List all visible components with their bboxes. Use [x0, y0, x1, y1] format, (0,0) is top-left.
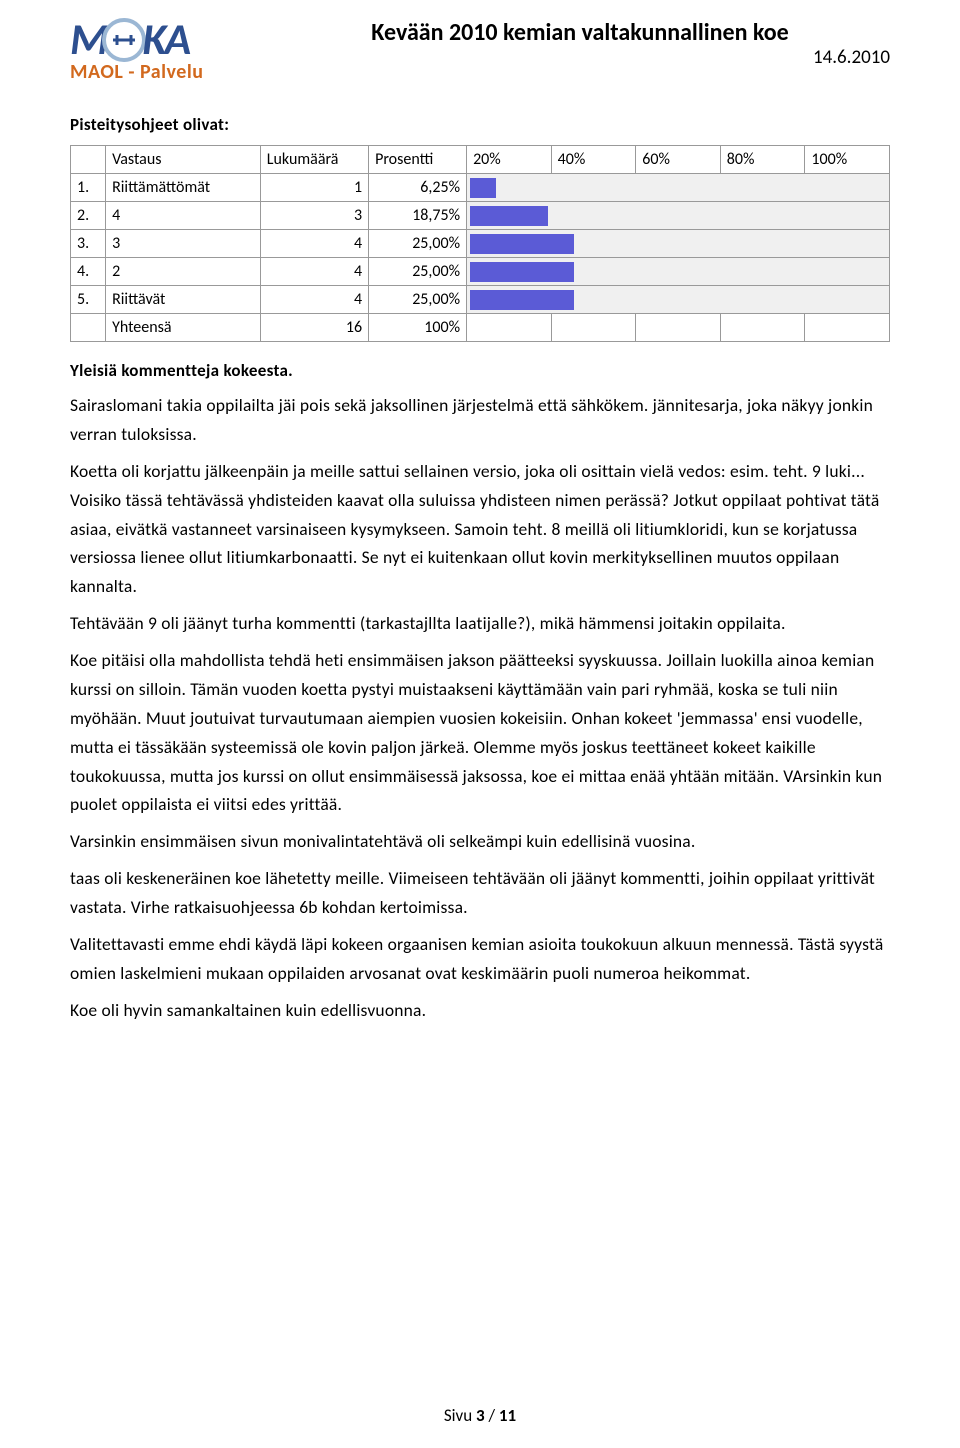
row-index: 4.	[71, 258, 106, 286]
logo-oval-icon	[102, 18, 146, 62]
table-row: 3.3425,00%	[71, 230, 890, 258]
comment-paragraph: Koe oli hyvin samankaltainen kuin edelli…	[70, 996, 890, 1025]
col-80: 80%	[720, 146, 805, 174]
bar-fill	[470, 262, 574, 282]
logo-top: M KA	[70, 18, 260, 62]
logo-letter-m: M	[70, 20, 106, 60]
row-percent: 25,00%	[369, 230, 467, 258]
col-percent: Prosentti	[369, 146, 467, 174]
row-index: 3.	[71, 230, 106, 258]
total-count: 16	[260, 314, 368, 342]
comments-heading: Yleisiä kommentteja kokeesta.	[70, 360, 890, 381]
row-label: 2	[106, 258, 261, 286]
row-percent: 25,00%	[369, 286, 467, 314]
row-label: 4	[106, 202, 261, 230]
row-bar-cell	[467, 202, 890, 230]
comment-paragraph: Tehtävään 9 oli jäänyt turha kommentti (…	[70, 609, 890, 638]
table-row: 4.2425,00%	[71, 258, 890, 286]
col-100: 100%	[805, 146, 890, 174]
table-row: 5.Riittävät425,00%	[71, 286, 890, 314]
table-body: 1.Riittämättömät16,25%2.4318,75%3.3425,0…	[71, 174, 890, 342]
total-percent: 100%	[369, 314, 467, 342]
comment-paragraph: Varsinkin ensimmäisen sivun monivalintat…	[70, 827, 890, 856]
bar-fill	[470, 234, 574, 254]
col-response: Vastaus	[106, 146, 261, 174]
row-bar-cell	[467, 174, 890, 202]
total-empty	[636, 314, 721, 342]
col-blank	[71, 146, 106, 174]
row-count: 4	[260, 230, 368, 258]
table-row: 2.4318,75%	[71, 202, 890, 230]
row-label: Riittävät	[106, 286, 261, 314]
table-total-row: Yhteensä16100%	[71, 314, 890, 342]
page-footer: Sivu 3 / 11	[0, 1405, 960, 1426]
table-header: Vastaus Lukumäärä Prosentti 20% 40% 60% …	[71, 146, 890, 174]
page-header: M KA MAOL - Palvelu Kevään 2010 kemian v…	[70, 18, 890, 96]
row-count: 4	[260, 258, 368, 286]
row-label: Riittämättömät	[106, 174, 261, 202]
row-index: 1.	[71, 174, 106, 202]
footer-sep: /	[485, 1405, 499, 1426]
comment-paragraph: taas oli keskeneräinen koe lähetetty mei…	[70, 864, 890, 922]
row-bar-cell	[467, 230, 890, 258]
row-count: 3	[260, 202, 368, 230]
footer-label: Sivu	[444, 1405, 476, 1426]
row-bar-cell	[467, 258, 890, 286]
col-count: Lukumäärä	[260, 146, 368, 174]
scoring-heading: Pisteitysohjeet olivat:	[70, 114, 890, 135]
logo-subtitle: MAOL - Palvelu	[70, 60, 260, 84]
footer-total: 11	[499, 1405, 516, 1426]
logo: M KA MAOL - Palvelu	[70, 18, 260, 96]
col-20: 20%	[467, 146, 552, 174]
document-date: 14.6.2010	[813, 46, 890, 69]
comment-paragraph: Sairaslomani takia oppilailta jäi pois s…	[70, 391, 890, 449]
col-60: 60%	[636, 146, 721, 174]
document-title: Kevään 2010 kemian valtakunnallinen koe	[371, 18, 788, 47]
table-row: 1.Riittämättömät16,25%	[71, 174, 890, 202]
bar-fill	[470, 178, 496, 198]
row-count: 1	[260, 174, 368, 202]
logo-letters-ka: KA	[142, 20, 189, 60]
row-bar-cell	[467, 286, 890, 314]
total-empty	[467, 314, 552, 342]
total-empty	[805, 314, 890, 342]
col-40: 40%	[551, 146, 636, 174]
footer-page: 3	[476, 1405, 485, 1426]
table-header-row: Vastaus Lukumäärä Prosentti 20% 40% 60% …	[71, 146, 890, 174]
total-empty	[551, 314, 636, 342]
row-index: 2.	[71, 202, 106, 230]
row-count: 4	[260, 286, 368, 314]
comment-paragraph: Koetta oli korjattu jälkeenpäin ja meill…	[70, 457, 890, 601]
total-blank	[71, 314, 106, 342]
scoring-table: Vastaus Lukumäärä Prosentti 20% 40% 60% …	[70, 145, 890, 342]
comment-paragraph: Koe pitäisi olla mahdollista tehdä heti …	[70, 646, 890, 819]
row-label: 3	[106, 230, 261, 258]
row-percent: 25,00%	[369, 258, 467, 286]
comment-paragraph: Valitettavasti emme ehdi käydä läpi koke…	[70, 930, 890, 988]
row-index: 5.	[71, 286, 106, 314]
total-empty	[720, 314, 805, 342]
title-block: Kevään 2010 kemian valtakunnallinen koe	[270, 18, 890, 47]
bar-fill	[470, 206, 548, 226]
page: M KA MAOL - Palvelu Kevään 2010 kemian v…	[0, 0, 960, 1448]
total-label: Yhteensä	[106, 314, 261, 342]
bar-fill	[470, 290, 574, 310]
row-percent: 18,75%	[369, 202, 467, 230]
row-percent: 6,25%	[369, 174, 467, 202]
